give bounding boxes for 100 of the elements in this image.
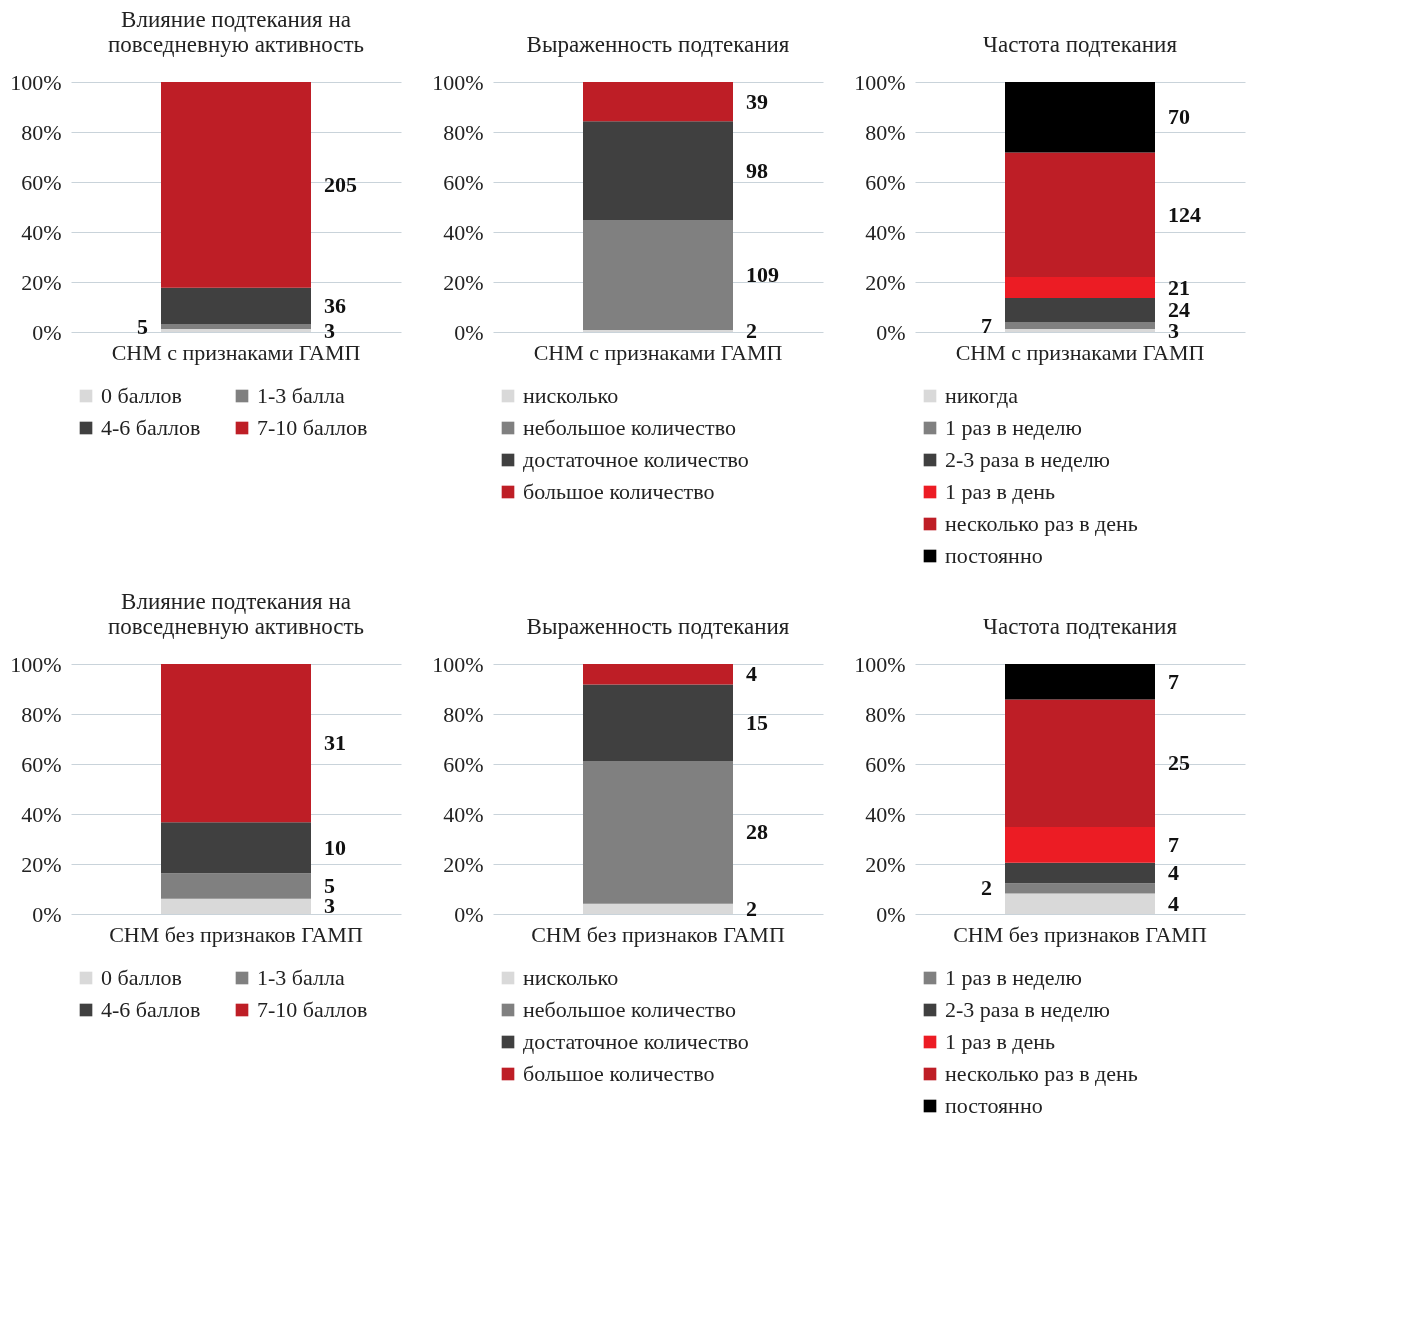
y-tick-label: 0% xyxy=(454,319,484,345)
y-tick-label: 80% xyxy=(21,119,62,145)
y-tick-label: 60% xyxy=(21,751,62,777)
text: 36 xyxy=(324,292,346,318)
bar xyxy=(583,761,733,904)
y-tick-label: 40% xyxy=(865,801,906,827)
y-tick-label: 40% xyxy=(21,219,62,245)
bar xyxy=(161,873,311,899)
y-tick-label: 60% xyxy=(865,751,906,777)
text: 98 xyxy=(746,157,768,183)
y-tick-label: 20% xyxy=(21,851,62,877)
legend-label: небольшое количество xyxy=(523,415,736,440)
bar xyxy=(1005,152,1155,277)
bar xyxy=(1005,329,1155,332)
text: 109 xyxy=(746,262,779,287)
legend-label: несколько раз в день xyxy=(945,1061,1138,1086)
bar xyxy=(1005,664,1155,700)
text: 39 xyxy=(746,88,768,114)
legend-label: достаточное количество xyxy=(523,447,749,472)
legend-label: 2-3 раза в неделю xyxy=(945,997,1111,1022)
y-tick-label: 60% xyxy=(865,169,906,195)
bar xyxy=(1005,893,1155,914)
text: 4 xyxy=(1168,890,1179,916)
bar xyxy=(1005,298,1155,322)
legend-label: нисколько xyxy=(523,383,619,408)
legend-label: достаточное количество xyxy=(523,1029,749,1054)
y-tick-label: 20% xyxy=(443,851,484,877)
y-tick-label: 20% xyxy=(21,269,62,295)
x-tick-label: СНМ без признаков ГАМП xyxy=(109,921,363,947)
bar xyxy=(1005,827,1155,863)
y-tick-label: 100% xyxy=(10,651,62,677)
chart-title: Частота подтекания xyxy=(983,614,1178,639)
bar xyxy=(583,903,733,914)
bar xyxy=(1005,82,1155,153)
bar xyxy=(1005,862,1155,884)
y-tick-label: 100% xyxy=(854,69,906,95)
bar xyxy=(583,220,733,330)
bar xyxy=(583,664,733,685)
legend-label: 7-10 баллов xyxy=(257,997,368,1022)
bar xyxy=(161,287,311,324)
chart-title: Выраженность подтекания xyxy=(526,614,790,639)
text: 2 xyxy=(746,895,757,921)
legend-label: 4-6 баллов xyxy=(101,997,201,1022)
y-tick-label: 20% xyxy=(865,851,906,877)
bar xyxy=(1005,699,1155,827)
bar xyxy=(161,329,311,332)
legend-label: 4-6 баллов xyxy=(101,415,201,440)
legend-label: 7-10 баллов xyxy=(257,415,368,440)
y-tick-label: 80% xyxy=(443,119,484,145)
text: 70 xyxy=(1168,104,1190,130)
legend-label: 1 раз в день xyxy=(945,1029,1056,1054)
y-tick-label: 100% xyxy=(432,69,484,95)
legend-label: постоянно xyxy=(945,543,1043,568)
y-tick-label: 80% xyxy=(865,119,906,145)
y-tick-label: 80% xyxy=(865,701,906,727)
chart-title: Влияние подтекания на повседневную активность xyxy=(107,589,365,639)
legend-label: 0 баллов xyxy=(101,383,182,408)
text: 124 xyxy=(1168,201,1201,227)
y-tick-label: 0% xyxy=(32,901,62,927)
y-tick-label: 60% xyxy=(21,169,62,195)
text: 2 xyxy=(981,875,992,901)
legend-label: 0 баллов xyxy=(101,965,182,990)
y-tick-label: 0% xyxy=(876,901,906,927)
y-tick-label: 100% xyxy=(854,651,906,677)
y-tick-label: 40% xyxy=(21,801,62,827)
chart-title: Выраженность подтекания xyxy=(526,32,790,57)
bar xyxy=(161,82,311,288)
text: 21 xyxy=(1168,274,1190,300)
y-tick-label: 40% xyxy=(443,219,484,245)
y-tick-label: 60% xyxy=(443,751,484,777)
text: 10 xyxy=(324,834,346,860)
y-tick-label: 80% xyxy=(21,701,62,727)
legend-label: 1-3 балла xyxy=(257,383,345,408)
y-tick-label: 20% xyxy=(443,269,484,295)
bar xyxy=(161,898,311,914)
legend-label: никогда xyxy=(945,383,1019,408)
y-tick-label: 0% xyxy=(32,319,62,345)
text: 7 xyxy=(1168,668,1179,694)
bar xyxy=(161,822,311,874)
y-tick-label: 0% xyxy=(454,901,484,927)
bar xyxy=(161,324,311,329)
y-tick-label: 60% xyxy=(443,169,484,195)
text: 205 xyxy=(324,171,357,197)
legend-label: большое количество xyxy=(523,1061,715,1086)
bar xyxy=(583,82,733,122)
text: 31 xyxy=(324,730,346,756)
text: 15 xyxy=(746,709,768,735)
legend-label: 1 раз в день xyxy=(945,479,1056,504)
legend-label: 1 раз в неделю xyxy=(945,415,1082,440)
bar xyxy=(1005,277,1155,298)
x-tick-label: СНМ без признаков ГАМП xyxy=(953,921,1207,947)
bar xyxy=(161,664,311,823)
chart-title: Влияние подтекания на повседневную активность xyxy=(107,7,365,57)
legend-label: 1 раз в неделю xyxy=(945,965,1082,990)
legend-label: постоянно xyxy=(945,1093,1043,1118)
text: 7 xyxy=(1168,831,1179,857)
text: 5 xyxy=(137,313,148,339)
legend-label: нисколько xyxy=(523,965,619,990)
y-tick-label: 100% xyxy=(10,69,62,95)
legend-label: 1-3 балла xyxy=(257,965,345,990)
